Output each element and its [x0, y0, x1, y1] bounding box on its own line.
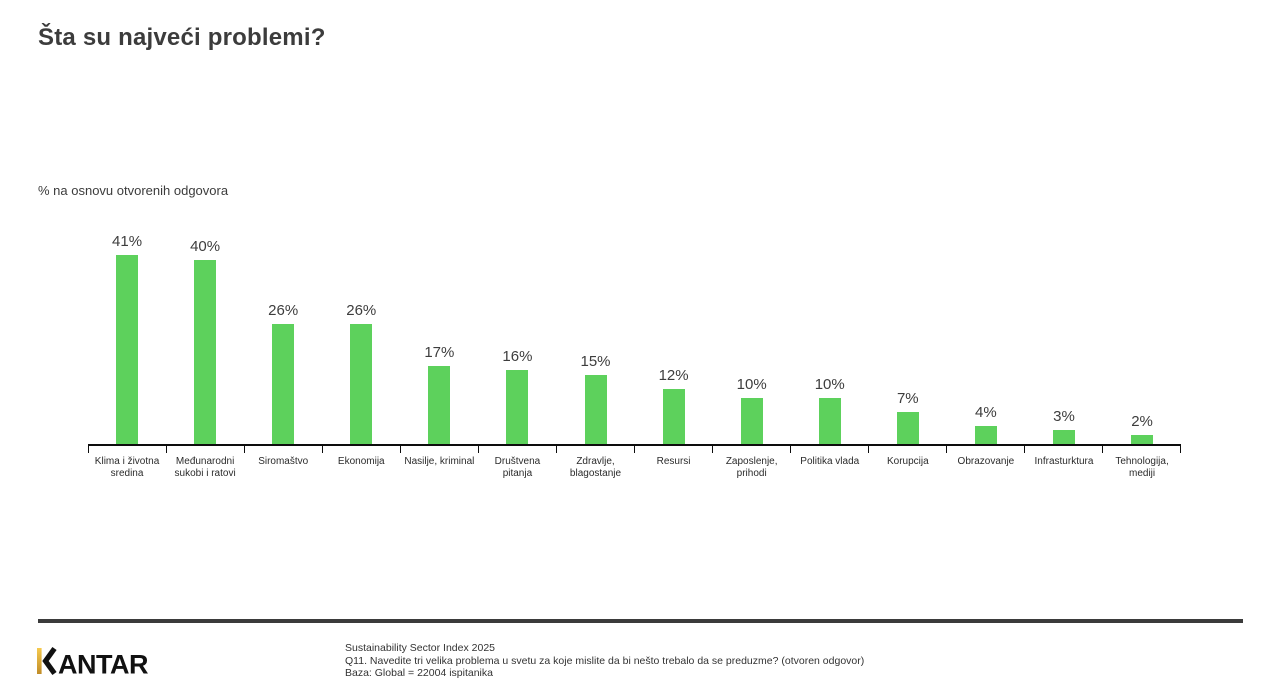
bar-value-label: 10% [814, 376, 845, 393]
category-label: Obrazovanje [957, 456, 1015, 467]
kantar-logo: ANTAR [37, 646, 157, 681]
bar-value-label: 40% [190, 238, 221, 255]
x-axis-ticks [88, 446, 1181, 453]
category-label: Siromaštvo [258, 456, 309, 467]
footer-divider [38, 619, 1243, 623]
axis-tick [245, 446, 323, 453]
bar-column: 12% [635, 226, 713, 444]
bar [584, 375, 607, 444]
bar-column: 4% [947, 226, 1025, 444]
axis-tick [167, 446, 245, 453]
bar [896, 412, 919, 444]
bar-column: 3% [1025, 226, 1103, 444]
bar-column: 26% [244, 226, 322, 444]
bar-chart: 41% 40% 26% 26% 17% 16% 15% 12% 10% 10% 7% 4% 3% 2% K… [88, 226, 1181, 480]
logo-k-diagonals [42, 646, 57, 676]
chart-subtitle: % na osnovu otvorenih odgovora [38, 183, 229, 198]
bar-value-label: 16% [502, 348, 533, 365]
category-label: Politika vlada [800, 456, 860, 467]
axis-tick [88, 446, 167, 453]
bar-value-label: 10% [736, 376, 767, 393]
category-label: Infrasturktura [1034, 456, 1094, 467]
bar-value-label: 26% [346, 302, 377, 319]
bar-column: 41% [88, 226, 166, 444]
plot-area: 41% 40% 26% 26% 17% 16% 15% 12% 10% 10% 7% 4% 3% 2% [88, 226, 1181, 446]
bar [818, 398, 841, 444]
axis-tick [947, 446, 1025, 453]
axis-tick [557, 446, 635, 453]
page-title: Šta su najveći problemi? [38, 24, 326, 51]
logo-wordmark: ANTAR [58, 650, 148, 677]
bar-column: 15% [556, 226, 634, 444]
bar-value-label: 41% [112, 233, 143, 250]
category-label: Zdravlje, blagostanje [569, 456, 622, 479]
bar-value-label: 26% [268, 302, 299, 319]
bar-column: 7% [869, 226, 947, 444]
category-label: Međunarodni sukobi i ratovi [174, 456, 236, 479]
category-label: Zaposlenje, prihodi [725, 456, 778, 479]
category-label: Korupcija [886, 456, 929, 467]
bar [974, 426, 997, 444]
bar-column: 10% [791, 226, 869, 444]
bar-value-label: 7% [896, 390, 919, 407]
category-label: Nasilje, kriminal [404, 456, 475, 467]
axis-tick [479, 446, 557, 453]
bar-column: 26% [322, 226, 400, 444]
bar [662, 389, 685, 444]
bar-value-label: 3% [1053, 408, 1075, 425]
axis-tick [1103, 446, 1181, 453]
source-line-2: Q11. Navedite tri velika problema u svet… [345, 654, 865, 667]
axis-tick [401, 446, 479, 453]
category-label: Klima i životna sredina [94, 456, 160, 479]
logo-k-stem [37, 648, 42, 674]
axis-tick [1025, 446, 1103, 453]
category-label: Društvena pitanja [494, 456, 541, 479]
category-label: Tehnologija, mediji [1115, 456, 1169, 479]
category-label: Ekonomija [337, 456, 385, 467]
footer-source: Sustainability Sector Index 2025 Q11. Na… [345, 642, 864, 680]
bar-column: 16% [478, 226, 556, 444]
bar-value-label: 17% [424, 344, 455, 361]
bar-column: 17% [400, 226, 478, 444]
bar [272, 324, 295, 444]
axis-tick [635, 446, 713, 453]
bar-value-label: 15% [580, 353, 611, 370]
bar-column: 10% [713, 226, 791, 444]
bar [350, 324, 373, 444]
bar [1131, 435, 1154, 444]
bar-value-label: 12% [658, 367, 689, 384]
axis-tick [791, 446, 869, 453]
bar [194, 260, 217, 444]
bar [1052, 430, 1075, 444]
bar-column: 40% [166, 226, 244, 444]
bar-column: 2% [1103, 226, 1181, 444]
kantar-logo-graphic: ANTAR [37, 646, 148, 680]
category-label: Resursi [656, 456, 691, 467]
bar [428, 366, 451, 444]
bar [116, 255, 139, 444]
x-axis-labels: Klima i životna sredina Međunarodni sukob… [88, 456, 1181, 480]
source-line-3: Baza: Global = 22004 ispitanika [345, 667, 493, 679]
axis-tick [713, 446, 791, 453]
bar [506, 370, 529, 444]
bar-value-label: 4% [975, 404, 997, 421]
bar-value-label: 2% [1131, 413, 1153, 430]
bar [740, 398, 763, 444]
source-line-1: Sustainability Sector Index 2025 [345, 642, 496, 654]
axis-tick [323, 446, 401, 453]
axis-tick [869, 446, 947, 453]
